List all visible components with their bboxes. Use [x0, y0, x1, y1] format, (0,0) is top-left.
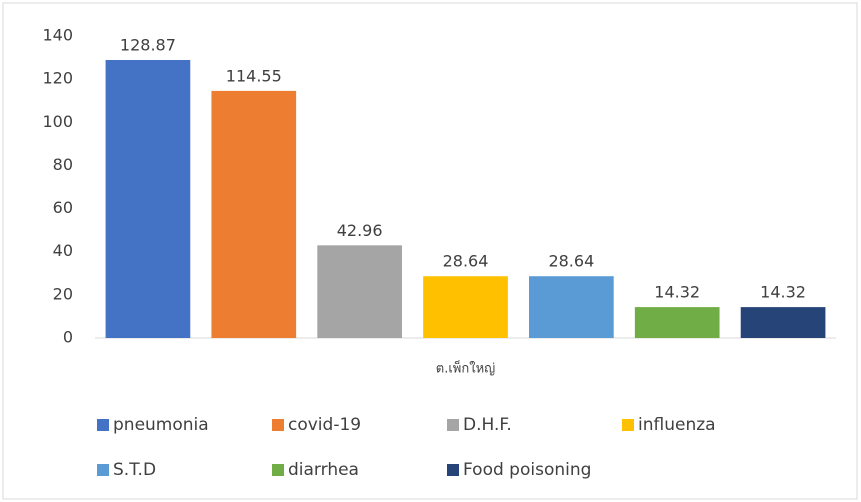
legend-label: covid-19: [288, 415, 361, 435]
value-label: 28.64: [443, 252, 489, 271]
bar: [105, 60, 191, 338]
y-tick-label: 80: [53, 155, 73, 174]
bar: [634, 307, 720, 338]
y-tick-label: 40: [53, 241, 73, 260]
y-tick-label: 140: [42, 26, 73, 45]
legend-label: S.T.D: [113, 460, 156, 480]
bar: [317, 245, 402, 338]
legend-label: influenza: [638, 415, 716, 435]
legend-label: diarrhea: [288, 460, 359, 480]
x-tick-label: ต.เพ็กใหญ่: [436, 359, 495, 377]
bar: [211, 90, 297, 338]
legend-swatch: [622, 419, 634, 431]
legend-swatch: [97, 419, 109, 431]
value-label: 128.87: [120, 36, 176, 55]
legend-swatch: [97, 464, 109, 476]
bar: [529, 276, 614, 338]
legend-swatch: [447, 464, 459, 476]
legend-label: D.H.F.: [463, 415, 512, 435]
legend-swatch: [272, 464, 284, 476]
y-tick-label: 0: [63, 328, 73, 347]
y-tick-label: 120: [42, 69, 73, 88]
value-label: 114.55: [226, 66, 282, 85]
legend-swatch: [272, 419, 284, 431]
value-label: 14.32: [760, 283, 806, 302]
y-tick-label: 60: [53, 198, 73, 217]
legend-label: Food poisoning: [463, 460, 591, 480]
y-tick-label: 20: [53, 284, 73, 303]
value-label: 14.32: [654, 283, 700, 302]
y-tick-label: 100: [42, 112, 73, 131]
legend-label: pneumonia: [113, 415, 209, 435]
bar: [423, 276, 508, 338]
value-label: 42.96: [337, 221, 383, 240]
bar: [740, 307, 826, 338]
legend-swatch: [447, 419, 459, 431]
value-label: 28.64: [548, 252, 594, 271]
